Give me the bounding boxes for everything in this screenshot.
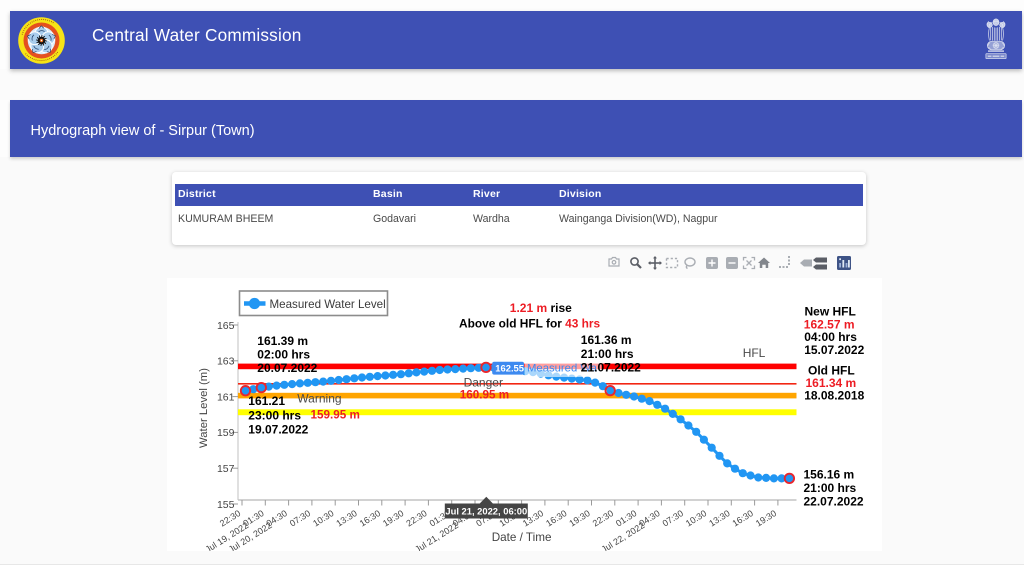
svg-text:156.16 m: 156.16 m — [804, 468, 855, 482]
svg-text:Water Level (m): Water Level (m) — [198, 368, 210, 448]
svg-text:19.07.2022: 19.07.2022 — [248, 422, 308, 436]
svg-text:163: 163 — [217, 356, 235, 368]
svg-text:22.07.2022: 22.07.2022 — [804, 495, 864, 509]
svg-text:Jul 21, 2022, 06:00: Jul 21, 2022, 06:00 — [445, 505, 527, 516]
svg-text:Date / Time: Date / Time — [492, 531, 552, 544]
svg-text:159.95 m: 159.95 m — [311, 408, 360, 421]
svg-text:161: 161 — [217, 391, 235, 403]
svg-text:Above old HFL for 43 hrs: Above old HFL for 43 hrs — [459, 316, 601, 330]
svg-text:21:00 hrs: 21:00 hrs — [804, 481, 857, 495]
svg-text:162.57 m: 162.57 m — [804, 317, 855, 331]
svg-text:161.36 m: 161.36 m — [581, 333, 632, 347]
svg-text:161.34 m: 161.34 m — [806, 376, 857, 390]
svg-text:Warning: Warning — [297, 392, 341, 406]
svg-text:New HFL: New HFL — [805, 304, 856, 318]
svg-text:161.39 m: 161.39 m — [257, 334, 308, 348]
svg-text:155: 155 — [217, 499, 235, 511]
svg-text:21.07.2022: 21.07.2022 — [581, 360, 641, 374]
svg-text:Measured Water Level: Measured Water Level — [270, 298, 386, 311]
svg-text:23:00 hrs: 23:00 hrs — [248, 408, 301, 422]
svg-text:160.95 m: 160.95 m — [460, 388, 509, 401]
svg-text:159: 159 — [217, 427, 235, 439]
svg-text:162.55: 162.55 — [495, 362, 524, 373]
svg-text:1.21 m rise: 1.21 m rise — [510, 301, 572, 315]
svg-text:Danger: Danger — [464, 375, 503, 389]
svg-text:18.08.2018: 18.08.2018 — [804, 389, 864, 403]
svg-text:165: 165 — [217, 320, 235, 332]
svg-text:HFL: HFL — [743, 346, 766, 360]
svg-text:20.07.2022: 20.07.2022 — [257, 361, 317, 375]
svg-text:15.07.2022: 15.07.2022 — [804, 343, 864, 357]
svg-text:161.21: 161.21 — [248, 394, 285, 408]
svg-text:157: 157 — [217, 463, 235, 475]
svg-text:21:00 hrs: 21:00 hrs — [581, 347, 634, 361]
svg-text:02:00 hrs: 02:00 hrs — [257, 347, 310, 361]
svg-text:Old HFL: Old HFL — [808, 364, 855, 378]
svg-text:Measured Wa: Measured Wa — [527, 362, 598, 374]
svg-text:04:00 hrs: 04:00 hrs — [804, 330, 857, 344]
